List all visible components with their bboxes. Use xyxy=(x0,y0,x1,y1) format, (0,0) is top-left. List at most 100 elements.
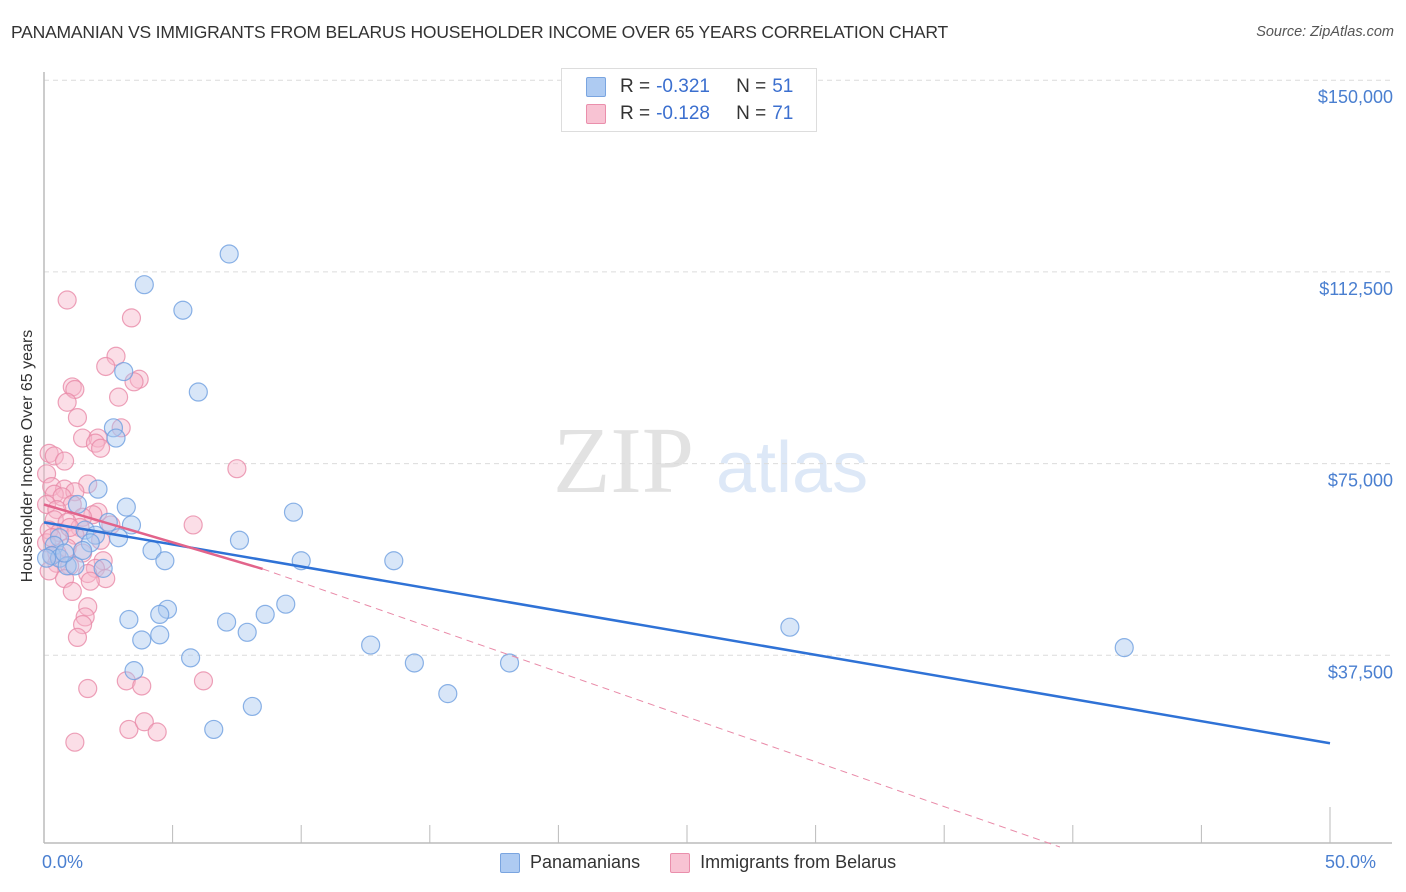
data-point[interactable] xyxy=(106,346,126,366)
data-point[interactable] xyxy=(75,607,95,627)
data-point[interactable] xyxy=(108,387,129,407)
data-point[interactable] xyxy=(147,722,167,742)
data-point[interactable] xyxy=(361,635,381,655)
data-point[interactable] xyxy=(88,479,108,499)
data-point[interactable] xyxy=(57,392,77,412)
data-point[interactable] xyxy=(96,356,116,377)
data-point[interactable] xyxy=(85,433,106,453)
r-value: -0.128 xyxy=(656,103,710,124)
y-tick-label: $75,000 xyxy=(1328,471,1393,491)
data-point[interactable] xyxy=(124,372,144,392)
y-tick-label: $37,500 xyxy=(1328,662,1393,682)
legend-swatch-pink xyxy=(586,104,606,124)
data-point[interactable] xyxy=(219,244,239,264)
data-point[interactable] xyxy=(173,300,193,320)
data-point[interactable] xyxy=(183,515,203,535)
correlation-legend: R = -0.321 N = 51 R = -0.128 N = 71 xyxy=(561,68,817,132)
data-point[interactable] xyxy=(150,604,170,625)
data-point[interactable] xyxy=(155,551,175,571)
trend-line-panamanians xyxy=(43,521,1331,745)
data-point[interactable] xyxy=(276,594,296,614)
data-point[interactable] xyxy=(90,438,111,458)
data-point[interactable] xyxy=(129,369,149,389)
data-point[interactable] xyxy=(499,653,520,673)
data-point[interactable] xyxy=(39,443,59,463)
data-point[interactable] xyxy=(80,571,100,591)
data-point[interactable] xyxy=(52,487,72,507)
data-point[interactable] xyxy=(47,543,67,563)
data-point[interactable] xyxy=(93,558,113,578)
data-point[interactable] xyxy=(242,696,262,717)
data-point[interactable] xyxy=(217,612,237,632)
legend-swatch-blue xyxy=(500,852,520,873)
data-point[interactable] xyxy=(72,540,93,561)
data-point[interactable] xyxy=(72,615,93,635)
data-point[interactable] xyxy=(54,543,75,563)
data-point[interactable] xyxy=(106,428,126,448)
data-point[interactable] xyxy=(44,446,64,466)
data-point[interactable] xyxy=(108,528,129,548)
data-point[interactable] xyxy=(227,459,247,479)
data-point[interactable] xyxy=(124,661,144,681)
data-point[interactable] xyxy=(283,502,304,522)
grid-lines xyxy=(44,79,1392,656)
legend-item-belarus[interactable]: Immigrants from Belarus xyxy=(670,852,896,873)
data-point[interactable] xyxy=(188,382,208,402)
y-tick-label: $150,000 xyxy=(1318,87,1393,107)
n-value: 71 xyxy=(772,103,794,124)
data-point[interactable] xyxy=(384,551,404,571)
data-point[interactable] xyxy=(111,418,131,438)
x-tick-min: 0.0% xyxy=(42,852,84,872)
data-point[interactable] xyxy=(57,290,77,310)
trend-lines xyxy=(43,503,1331,848)
trend-line-belarus-extrapolated xyxy=(262,568,1061,848)
data-point[interactable] xyxy=(116,671,136,691)
data-point[interactable] xyxy=(119,719,139,740)
data-point[interactable] xyxy=(44,484,64,504)
trend-line-belarus xyxy=(43,503,263,571)
data-point[interactable] xyxy=(67,494,88,515)
data-point[interactable] xyxy=(780,617,800,637)
data-point[interactable] xyxy=(36,533,57,553)
data-point[interactable] xyxy=(36,464,57,484)
data-point[interactable] xyxy=(132,676,152,696)
data-point[interactable] xyxy=(116,497,136,517)
data-point[interactable] xyxy=(134,275,154,295)
data-point[interactable] xyxy=(229,530,250,550)
n-label: N = xyxy=(736,76,767,97)
data-point[interactable] xyxy=(54,451,75,471)
data-point[interactable] xyxy=(72,428,93,448)
data-point[interactable] xyxy=(150,625,170,645)
watermark-zip: ZIP xyxy=(553,409,694,513)
source-label: Source: ZipAtlas.com xyxy=(1256,24,1394,40)
data-point[interactable] xyxy=(80,533,100,553)
data-point[interactable] xyxy=(237,622,257,642)
data-point[interactable] xyxy=(121,308,142,328)
data-point[interactable] xyxy=(114,361,134,382)
legend-row-belarus: R = -0.128 N = 71 xyxy=(586,102,793,126)
data-point[interactable] xyxy=(62,581,82,602)
data-point[interactable] xyxy=(132,630,152,650)
data-point[interactable] xyxy=(1114,638,1134,658)
data-point[interactable] xyxy=(119,609,139,630)
data-point[interactable] xyxy=(438,684,458,704)
data-point[interactable] xyxy=(181,648,201,668)
legend-swatch-pink xyxy=(670,852,691,873)
series-immigrants-from-belarus-points xyxy=(36,290,247,752)
data-point[interactable] xyxy=(65,556,85,576)
data-point[interactable] xyxy=(255,604,275,625)
data-point[interactable] xyxy=(65,732,85,752)
legend-swatch-blue xyxy=(586,77,606,97)
data-point[interactable] xyxy=(67,627,88,648)
x-ticks xyxy=(172,807,1331,843)
data-point[interactable] xyxy=(62,377,82,397)
data-point[interactable] xyxy=(204,719,224,740)
data-point[interactable] xyxy=(67,407,88,428)
legend-item-panamanians[interactable]: Panamanians xyxy=(500,852,640,873)
data-point[interactable] xyxy=(36,548,57,568)
data-point[interactable] xyxy=(134,712,154,732)
data-point[interactable] xyxy=(404,653,424,673)
data-point[interactable] xyxy=(78,678,98,699)
data-point[interactable] xyxy=(193,671,214,691)
